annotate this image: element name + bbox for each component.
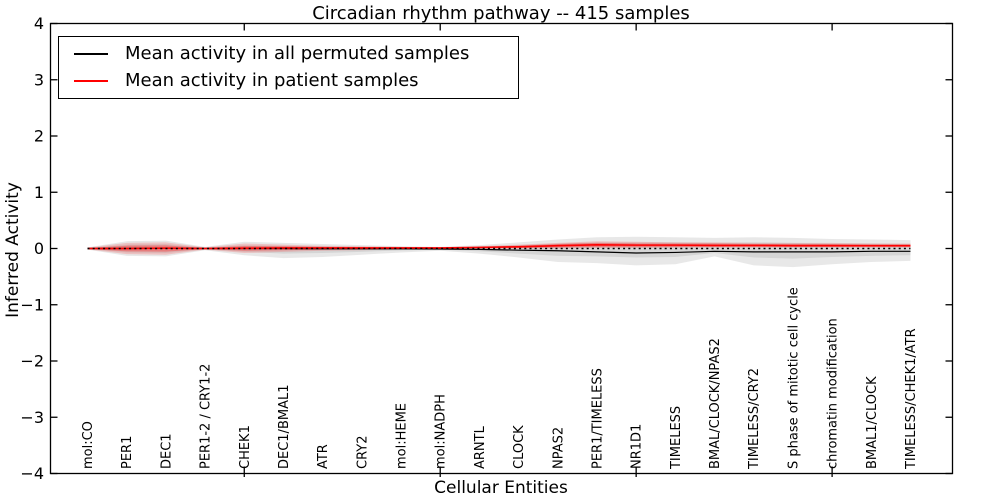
category-label: S phase of mitotic cell cycle xyxy=(786,287,801,469)
category-label: DEC1/BMAL1 xyxy=(277,385,292,470)
category-label: ATR xyxy=(316,444,331,469)
band-permuted-range-outer xyxy=(87,236,911,268)
patient-line-swatch-icon xyxy=(74,80,108,82)
category-label: BMAL/CLOCK/NPAS2 xyxy=(708,338,723,469)
y-tick-label: −4 xyxy=(20,464,44,483)
category-label: NPAS2 xyxy=(551,427,566,469)
y-tick-label: −1 xyxy=(20,295,44,314)
x-axis-label: Cellular Entities xyxy=(434,478,568,498)
y-tick-label: 1 xyxy=(34,183,44,202)
category-label: PER1-2 / CRY1-2 xyxy=(199,364,214,469)
band-permuted-range-inner xyxy=(87,242,911,259)
category-label: DEC1 xyxy=(159,433,174,469)
category-label: TIMELESS/CHEK1/ATR xyxy=(904,328,919,470)
y-tick-label: 0 xyxy=(34,239,44,258)
category-label: CHEK1 xyxy=(238,425,253,469)
legend-label-patient: Mean activity in patient samples xyxy=(125,70,419,91)
y-axis-label: Inferred Activity xyxy=(3,182,23,318)
category-label: mol:CO xyxy=(81,421,96,469)
category-label: mol:HEME xyxy=(395,403,410,469)
y-tick-label: 2 xyxy=(34,127,44,146)
category-label: chromatin modification xyxy=(826,318,841,469)
legend-label-permuted: Mean activity in all permuted samples xyxy=(125,43,470,64)
category-label: PER1 xyxy=(120,436,135,469)
y-tick-label: 4 xyxy=(34,14,44,33)
category-label: CRY2 xyxy=(355,436,370,470)
permuted-line-swatch-icon xyxy=(74,53,108,55)
category-label: BMAL1/CLOCK xyxy=(865,376,880,469)
category-label: NR1D1 xyxy=(630,424,645,469)
y-tick-label: 3 xyxy=(34,70,44,89)
y-tick-label: −2 xyxy=(20,352,44,371)
category-label: PER1/TIMELESS xyxy=(590,368,605,469)
category-label: ARNTL xyxy=(473,425,488,469)
category-label: TIMELESS/CRY2 xyxy=(747,368,762,470)
legend-item-permuted: Mean activity in all permuted samples xyxy=(59,44,518,64)
category-label: mol:NADPH xyxy=(434,394,449,469)
y-tick-label: −3 xyxy=(20,408,44,427)
category-label: CLOCK xyxy=(512,425,527,469)
category-label: TIMELESS xyxy=(669,406,684,470)
chart-title: Circadian rhythm pathway -- 415 samples xyxy=(312,3,690,24)
legend-item-patient: Mean activity in patient samples xyxy=(59,71,518,91)
legend: Mean activity in all permuted samples Me… xyxy=(58,36,519,99)
